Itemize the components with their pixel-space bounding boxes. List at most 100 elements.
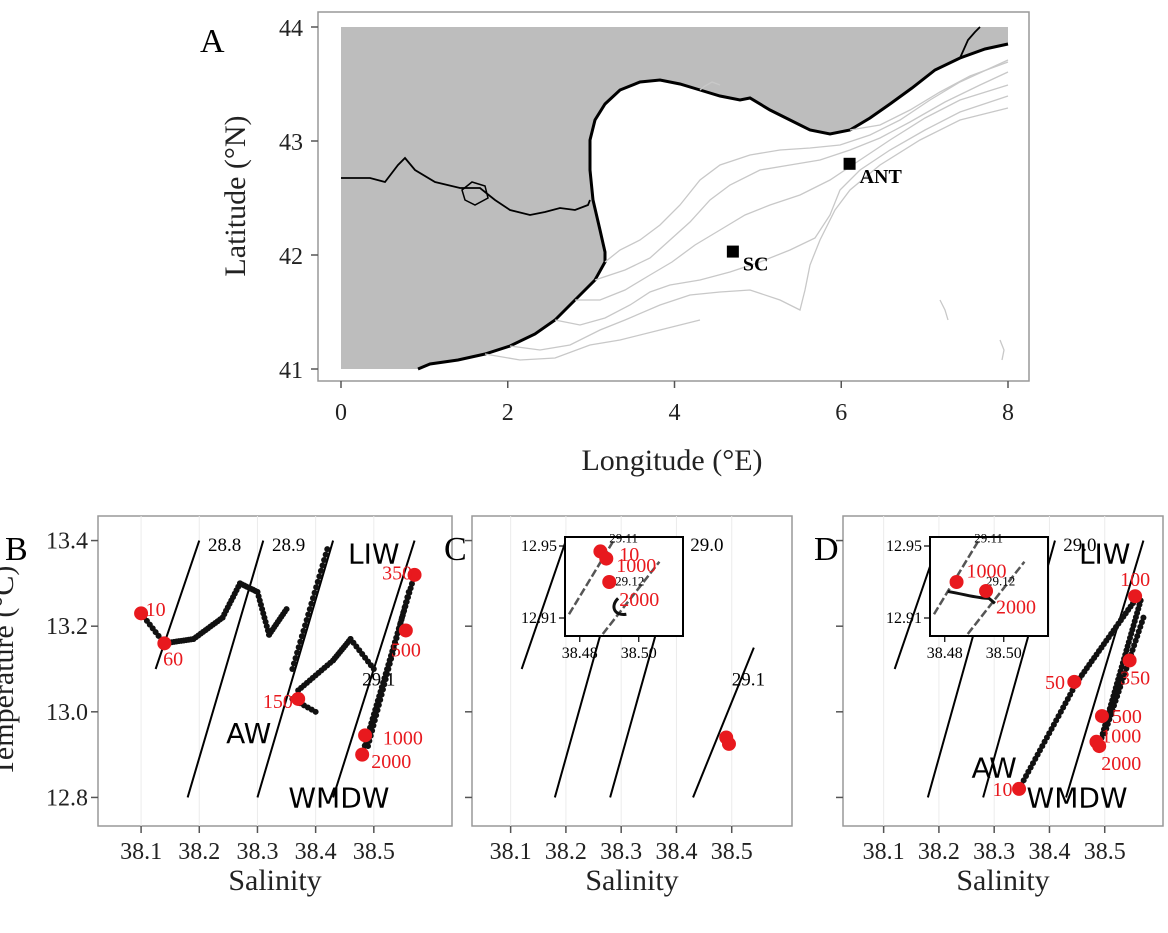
depth-point (358, 728, 373, 743)
y-tick-label: 12.8 (46, 785, 88, 811)
x-tick-label: 38.5 (711, 839, 753, 865)
inset-isopycnal-line (601, 560, 661, 635)
water-mass-label: AW (972, 751, 1017, 784)
profile-dot (1118, 679, 1125, 686)
station-label: ANT (860, 166, 903, 188)
profile-dot (1129, 646, 1136, 653)
inset-depth-label: 2000 (996, 596, 1036, 618)
water-mass-label: WMDW (288, 781, 389, 814)
profile-dot (297, 638, 304, 645)
depth-label: 1000 (1101, 725, 1141, 747)
profile-dot (1121, 670, 1128, 677)
depth-point (1122, 653, 1137, 668)
profile-dot (321, 557, 328, 564)
profile-dot (390, 645, 397, 652)
depth-point (134, 606, 149, 621)
depth-label: 60 (163, 648, 183, 670)
x-tick-label: 6 (835, 400, 847, 426)
depth-label: 350 (1120, 668, 1150, 690)
x-tick-label: 4 (669, 400, 681, 426)
isopycnal-line (520, 540, 567, 670)
isopycnal-label: 29.0 (1063, 535, 1096, 556)
depth-label: 10 (146, 599, 166, 621)
y-axis-title: Temperature (°C) (0, 566, 20, 777)
inset-x-tick-label: 38.48 (562, 645, 598, 662)
inset-x-tick-label: 38.50 (621, 645, 657, 662)
profile-dot (386, 660, 393, 667)
x-tick-label: 38.3 (236, 839, 278, 865)
profile-dot (322, 551, 329, 558)
profile-dot (1111, 702, 1118, 709)
profile-dot (300, 627, 307, 634)
inset-x-tick-label: 38.48 (927, 645, 963, 662)
depth-label: 50 (1045, 672, 1065, 694)
isopycnal-line (1065, 540, 1145, 798)
inset-isopycnal-label: 29.12 (986, 574, 1015, 589)
depth-label: 500 (1112, 706, 1142, 728)
inset-depth-label: 1000 (616, 555, 656, 577)
profile-dot (1117, 683, 1124, 690)
depth-point (1094, 709, 1109, 724)
depth-label: 2000 (1101, 753, 1141, 775)
x-tick-label: 38.2 (178, 839, 220, 865)
profile-dot (398, 614, 405, 621)
profile-dot (298, 633, 305, 640)
inset-frame (564, 536, 684, 637)
profile-dot (1140, 614, 1147, 621)
profile-dot (381, 681, 388, 688)
isopycnal-label: 28.8 (208, 535, 241, 556)
isopycnal-line (692, 647, 755, 798)
profile-dot (283, 606, 290, 613)
profile-dot (1132, 637, 1139, 644)
isopycnal-label: 29.1 (732, 670, 765, 691)
x-tick-label: 38.3 (600, 839, 642, 865)
profile-dot (319, 562, 326, 569)
profile-dot (316, 573, 323, 580)
profile-dot (324, 546, 331, 553)
profile-dot (313, 584, 320, 591)
x-tick-label: 38.1 (120, 839, 162, 865)
x-tick-label: 2 (502, 400, 514, 426)
depth-label: 100 (1120, 569, 1150, 591)
x-axis-title: Salinity (585, 864, 678, 897)
x-tick-label: 38.3 (973, 839, 1015, 865)
profile-dot (1103, 725, 1110, 732)
profile-dot (370, 722, 377, 729)
profile-dot (404, 594, 411, 601)
profile-dot (379, 686, 386, 693)
inset-depth-point (599, 551, 614, 566)
profile-dot (290, 660, 297, 667)
profile-dot (311, 589, 318, 596)
x-tick-label: 38.1 (863, 839, 905, 865)
profile-dot (374, 707, 381, 714)
profile-dot (401, 604, 408, 611)
profile-dot (1104, 720, 1111, 727)
x-tick-label: 38.4 (655, 839, 697, 865)
x-tick-label: 38.5 (353, 839, 395, 865)
inset-depth-point (602, 575, 617, 589)
border-line-east (959, 26, 981, 59)
profile-dot (1138, 619, 1145, 626)
profile-dot (1135, 628, 1142, 635)
profile-dot (365, 743, 371, 750)
panel-label-a: A (200, 23, 225, 60)
profile-dot (389, 650, 396, 657)
inset-y-tick-label: 12.91 (521, 610, 557, 627)
y-tick-label: 42 (279, 244, 303, 270)
panel-label: C (444, 531, 467, 568)
y-axis-title: Latitude (°N) (219, 115, 252, 276)
profile-dot (378, 691, 385, 698)
x-tick-label: 8 (1002, 400, 1014, 426)
profile-dot (289, 666, 296, 672)
inset-isopycnal-line (966, 560, 1026, 635)
profile-dot (305, 611, 312, 618)
water-mass-label: AW (226, 717, 271, 750)
inset-depth-point (949, 575, 964, 589)
island-outline (461, 181, 489, 206)
profile-dot (292, 655, 299, 662)
y-tick-label: 13.2 (46, 614, 88, 640)
profile-dot (403, 599, 410, 606)
x-tick-label: 0 (335, 400, 347, 426)
profile-dot (408, 580, 415, 587)
